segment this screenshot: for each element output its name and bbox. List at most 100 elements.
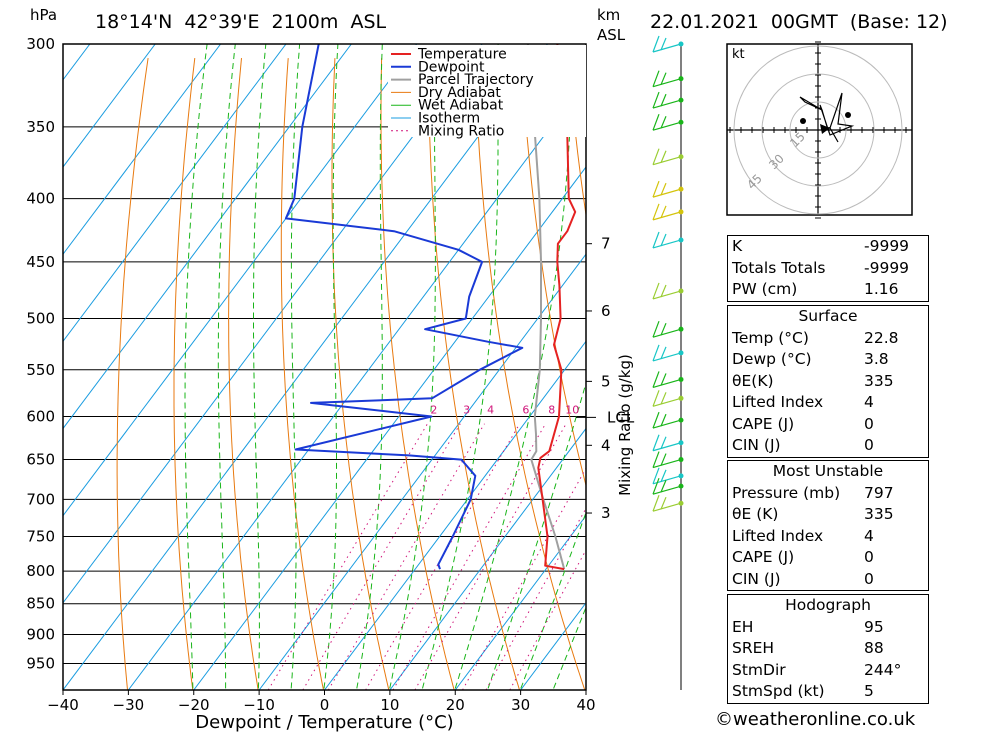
wind-barb-feather [660, 93, 667, 107]
wind-barb [652, 78, 682, 88]
dry-adiabat-line [331, 58, 390, 690]
hodograph-trace [799, 92, 855, 143]
wind-barb-feather [660, 233, 667, 247]
axis-layer: 3003504004505005506006507007508008509009… [26, 35, 634, 733]
wind-barb [652, 442, 682, 452]
mixing-ratio-label: 6 [522, 404, 529, 417]
surface-box: Surface Temp (°C) 22.8 Dewp (°C) 3.8 θE(K)… [727, 305, 929, 458]
wind-barb-feather [660, 413, 667, 427]
dewpoint-line [284, 44, 524, 570]
isotherm-line [63, 44, 222, 255]
km-tick-label: 7 [601, 235, 611, 253]
wind-barb-dot [678, 483, 684, 489]
wind-barb-dot [678, 97, 684, 103]
hodograph-marker [845, 112, 851, 118]
wind-barb-feather [660, 205, 667, 219]
km-unit-label: km [597, 6, 621, 24]
mu-pressure-value: 797 [864, 483, 894, 502]
mixing-ratio-label: 10 [565, 404, 579, 417]
wind-barb-dot [678, 41, 684, 47]
wet-adiabat-line [454, 44, 574, 689]
x-tick-label: 0 [320, 696, 330, 714]
hodograph-unit-label: kt [732, 47, 745, 62]
mu-li-value: 4 [864, 526, 874, 545]
wind-barb-feather [652, 344, 660, 362]
legend-entry: Isotherm [418, 111, 480, 127]
legend-entry: Dry Adiabat [418, 85, 501, 101]
wind-barb [652, 397, 682, 407]
wet-adiabat-line [253, 44, 267, 689]
surface-title: Surface [798, 307, 858, 325]
wet-adiabat-line [356, 44, 383, 689]
wet-adiabat-line [184, 44, 208, 689]
wind-barb-feather [660, 373, 667, 386]
mu-theta-value: 335 [864, 505, 894, 523]
pressure-tick-label: 600 [26, 408, 55, 426]
wet-adiabat-line [520, 511, 586, 689]
wet-adiabat-line [290, 44, 301, 689]
mixing-ratio-label: 4 [487, 404, 494, 417]
indices-box: K -9999 Totals Totals -9999 PW (cm) 1.16 [727, 235, 929, 302]
isotherm-line [63, 44, 483, 604]
pressure-tick-label: 900 [26, 625, 55, 643]
mixing-ratio-label: 3 [463, 404, 470, 417]
wind-barb [652, 156, 682, 166]
wind-barb-dot [678, 76, 684, 82]
wind-barb [652, 43, 682, 53]
grid-layer [63, 44, 1000, 690]
wind-barb [652, 458, 682, 469]
dry-adiabat-line [116, 58, 149, 690]
wind-barb-dot [678, 440, 684, 446]
pressure-tick-label: 700 [26, 490, 55, 508]
mu-cape-value: 0 [864, 548, 874, 566]
wind-barb [652, 211, 682, 221]
wind-barb-feather [660, 322, 667, 336]
dry-adiabat-line [173, 58, 196, 690]
pw-value: 1.16 [864, 280, 899, 298]
pressure-tick-label: 950 [26, 655, 55, 673]
wind-barb-feather [652, 434, 660, 451]
surface-dewp-value: 3.8 [864, 350, 889, 368]
x-tick-label: −30 [113, 696, 145, 714]
wind-barb-feather [660, 392, 667, 405]
wind-barb-feather [652, 494, 660, 512]
mixing-ratio-line [462, 467, 586, 690]
wind-barb-dot [678, 288, 684, 294]
km-tick-label: 3 [601, 504, 611, 522]
wind-barb-feather [652, 114, 660, 131]
wet-adiabat-line [323, 44, 339, 689]
x-tick-label: 10 [380, 696, 399, 714]
storm-motion-arrow [820, 124, 830, 134]
wind-barb-feather [660, 150, 667, 163]
lcl-label: LCL [607, 408, 635, 426]
pressure-tick-label: 650 [26, 451, 55, 469]
x-tick-label: −10 [243, 696, 275, 714]
wind-barb-feather [660, 72, 667, 85]
wind-barb [652, 239, 682, 249]
dry-adiabat-line [942, 58, 1000, 690]
temperature-line [537, 44, 577, 571]
pressure-tick-label: 400 [26, 190, 55, 208]
dry-adiabat-line [280, 58, 324, 690]
wind-barb [652, 485, 682, 495]
wind-barb-dot [678, 417, 684, 423]
isotherm-line [389, 427, 586, 690]
wind-barb-feather [652, 477, 660, 495]
wind-barb-dot [678, 500, 684, 506]
mu-cin-value: 0 [864, 569, 874, 588]
totals-totals-row: Totals Totals -9999 [728, 258, 928, 280]
wind-barb-feather [652, 451, 660, 468]
wind-barb-feather [652, 467, 660, 485]
hodograph-box: Hodograph EH 95 SREH 88 StmDir 244° StmSpd … [727, 594, 929, 704]
stmdir-value: 244° [864, 660, 902, 679]
wind-barb-feather [660, 37, 667, 51]
eh-value: 95 [864, 617, 884, 636]
stmspd-value: 5 [864, 682, 874, 700]
pressure-tick-label: 750 [26, 527, 55, 545]
k-index-value: -9999 [864, 237, 910, 255]
wet-adiabat-line [217, 44, 236, 689]
pressure-tick-label: 800 [26, 562, 55, 580]
wind-barb [652, 378, 682, 389]
isotherm-line [63, 44, 548, 690]
